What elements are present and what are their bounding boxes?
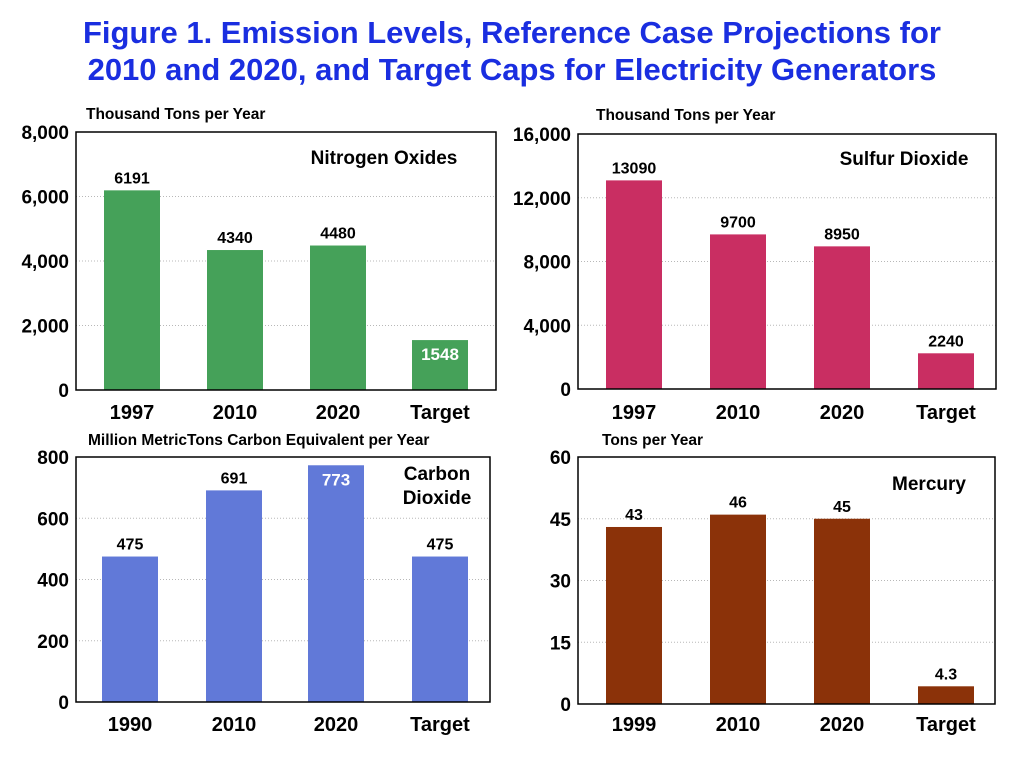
chart-3-frame [75, 456, 491, 703]
chart-2-ytick-label: 12,000 [513, 189, 571, 210]
chart-4-value-label: 46 [729, 495, 747, 512]
chart-4-ytick-label: 30 [550, 572, 571, 593]
chart-2-bar [606, 180, 662, 389]
chart-1-value-label: 4480 [320, 226, 356, 243]
chart-1-value-label: 1548 [421, 345, 459, 364]
chart-3-bar [308, 465, 364, 702]
chart-2-ylabel: Thousand Tons per Year [596, 107, 775, 124]
figure-title-line-1: Figure 1. Emission Levels, Reference Cas… [83, 15, 941, 50]
chart-2-series-label: Sulfur Dioxide [840, 149, 969, 170]
chart-2-frame [577, 133, 997, 390]
figure-title: Figure 1. Emission Levels, Reference Cas… [0, 14, 1024, 88]
chart-1-frame [75, 131, 497, 391]
chart-3-ytick-label: 400 [37, 571, 69, 592]
chart-2-bar [710, 234, 766, 389]
chart-3-value-label: 475 [117, 537, 144, 554]
chart-1-bar [104, 190, 160, 390]
chart-1-category-label: Target [410, 402, 470, 424]
figure-title-line-2: 2010 and 2020, and Target Caps for Elect… [87, 52, 937, 87]
chart-3-bar [102, 556, 158, 702]
chart-4-ytick-label: 15 [550, 633, 572, 654]
chart-4-ytick-label: 45 [550, 510, 572, 531]
chart-3-category-label: 1990 [108, 714, 153, 736]
chart-2-bar [918, 353, 974, 389]
chart-1-category-label: 2020 [316, 402, 361, 424]
chart-3-ytick-label: 600 [37, 509, 69, 530]
chart-1-ylabel: Thousand Tons per Year [86, 106, 265, 123]
chart-3-category-label: 2010 [212, 714, 257, 736]
chart-1-ytick-label: 2,000 [21, 317, 69, 338]
chart-1-ytick-label: 6,000 [21, 188, 69, 209]
chart-3-category-label: 2020 [314, 714, 359, 736]
chart-1-ytick-label: 8,000 [21, 123, 69, 144]
chart-1-ytick-label: 4,000 [21, 252, 69, 273]
chart-3-value-label: 691 [221, 470, 248, 487]
chart-4-value-label: 43 [625, 507, 643, 524]
chart-4-bar [606, 526, 662, 704]
chart-4-bar [710, 514, 766, 704]
chart-1-series-label: Nitrogen Oxides [311, 148, 458, 169]
chart-2-bar [814, 246, 870, 389]
chart-1-value-label: 4340 [217, 230, 253, 247]
chart-4-category-label: 2020 [820, 714, 865, 736]
chart-2-value-label: 2240 [928, 333, 964, 350]
chart-3-ytick-label: 800 [37, 448, 69, 469]
chart-1-value-label: 6191 [114, 170, 150, 187]
chart-4-value-label: 4.3 [935, 666, 957, 683]
chart-3-ytick-label: 0 [58, 693, 69, 714]
chart-3-series-label: Dioxide [403, 488, 472, 509]
chart-3-bar [206, 490, 262, 702]
chart-3-bar [412, 556, 468, 702]
chart-1-category-label: 2010 [213, 402, 258, 424]
chart-2-category-label: 2010 [716, 402, 761, 424]
chart-4-category-label: 1999 [612, 714, 657, 736]
chart-4-bar [918, 686, 974, 704]
chart-3-value-label: 773 [322, 470, 350, 489]
chart-2-value-label: 8950 [824, 226, 860, 243]
chart-3-series-label: Carbon [404, 464, 471, 485]
chart-4-category-label: Target [916, 714, 976, 736]
chart-4-bar [814, 518, 870, 704]
chart-4-frame [577, 456, 996, 705]
chart-3-ylabel: Million MetricTons Carbon Equivalent per… [88, 432, 429, 449]
chart-1-bar [310, 245, 366, 390]
chart-2-value-label: 9700 [720, 214, 756, 231]
chart-2-ytick-label: 0 [560, 380, 571, 401]
chart-1-ytick-label: 0 [58, 381, 69, 402]
chart-3-ytick-label: 200 [37, 632, 69, 653]
chart-1-category-label: 1997 [110, 402, 155, 424]
chart-4-ytick-label: 60 [550, 448, 571, 469]
chart-3-value-label: 475 [427, 537, 454, 554]
chart-1-bar [412, 340, 468, 390]
chart-3-category-label: Target [410, 714, 470, 736]
chart-2-value-label: 13090 [612, 160, 657, 177]
chart-2-ytick-label: 16,000 [513, 125, 571, 146]
chart-4-value-label: 45 [833, 499, 851, 516]
chart-4-ylabel: Tons per Year [602, 432, 703, 449]
chart-2-category-label: 1997 [612, 402, 657, 424]
chart-2-category-label: 2020 [820, 402, 865, 424]
chart-4-ytick-label: 0 [560, 695, 571, 716]
chart-4-category-label: 2010 [716, 714, 761, 736]
chart-4-series-label: Mercury [892, 474, 966, 495]
chart-1-bar [207, 250, 263, 390]
chart-2-ytick-label: 8,000 [523, 253, 571, 274]
chart-2-category-label: Target [916, 402, 976, 424]
chart-2-ytick-label: 4,000 [523, 316, 571, 337]
